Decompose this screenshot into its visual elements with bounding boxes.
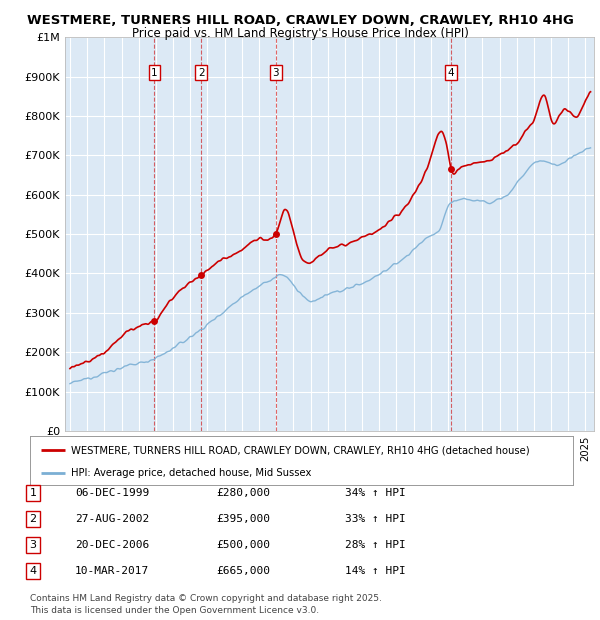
Text: £395,000: £395,000 — [216, 514, 270, 524]
Text: £500,000: £500,000 — [216, 540, 270, 550]
Text: 2: 2 — [29, 514, 37, 524]
Text: 1: 1 — [29, 488, 37, 498]
Text: £280,000: £280,000 — [216, 488, 270, 498]
Text: WESTMERE, TURNERS HILL ROAD, CRAWLEY DOWN, CRAWLEY, RH10 4HG: WESTMERE, TURNERS HILL ROAD, CRAWLEY DOW… — [26, 14, 574, 27]
Text: 10-MAR-2017: 10-MAR-2017 — [75, 566, 149, 576]
Text: HPI: Average price, detached house, Mid Sussex: HPI: Average price, detached house, Mid … — [71, 467, 311, 478]
Text: 2: 2 — [198, 68, 205, 78]
Text: 14% ↑ HPI: 14% ↑ HPI — [345, 566, 406, 576]
Text: 1: 1 — [151, 68, 158, 78]
Text: £665,000: £665,000 — [216, 566, 270, 576]
Text: 06-DEC-1999: 06-DEC-1999 — [75, 488, 149, 498]
Text: 3: 3 — [272, 68, 279, 78]
Text: Price paid vs. HM Land Registry's House Price Index (HPI): Price paid vs. HM Land Registry's House … — [131, 27, 469, 40]
Text: WESTMERE, TURNERS HILL ROAD, CRAWLEY DOWN, CRAWLEY, RH10 4HG (detached house): WESTMERE, TURNERS HILL ROAD, CRAWLEY DOW… — [71, 445, 529, 455]
Text: 3: 3 — [29, 540, 37, 550]
Text: Contains HM Land Registry data © Crown copyright and database right 2025.
This d: Contains HM Land Registry data © Crown c… — [30, 594, 382, 615]
Text: 20-DEC-2006: 20-DEC-2006 — [75, 540, 149, 550]
Text: 33% ↑ HPI: 33% ↑ HPI — [345, 514, 406, 524]
Text: 28% ↑ HPI: 28% ↑ HPI — [345, 540, 406, 550]
Text: 4: 4 — [29, 566, 37, 576]
Text: 27-AUG-2002: 27-AUG-2002 — [75, 514, 149, 524]
Text: 4: 4 — [448, 68, 455, 78]
Text: 34% ↑ HPI: 34% ↑ HPI — [345, 488, 406, 498]
